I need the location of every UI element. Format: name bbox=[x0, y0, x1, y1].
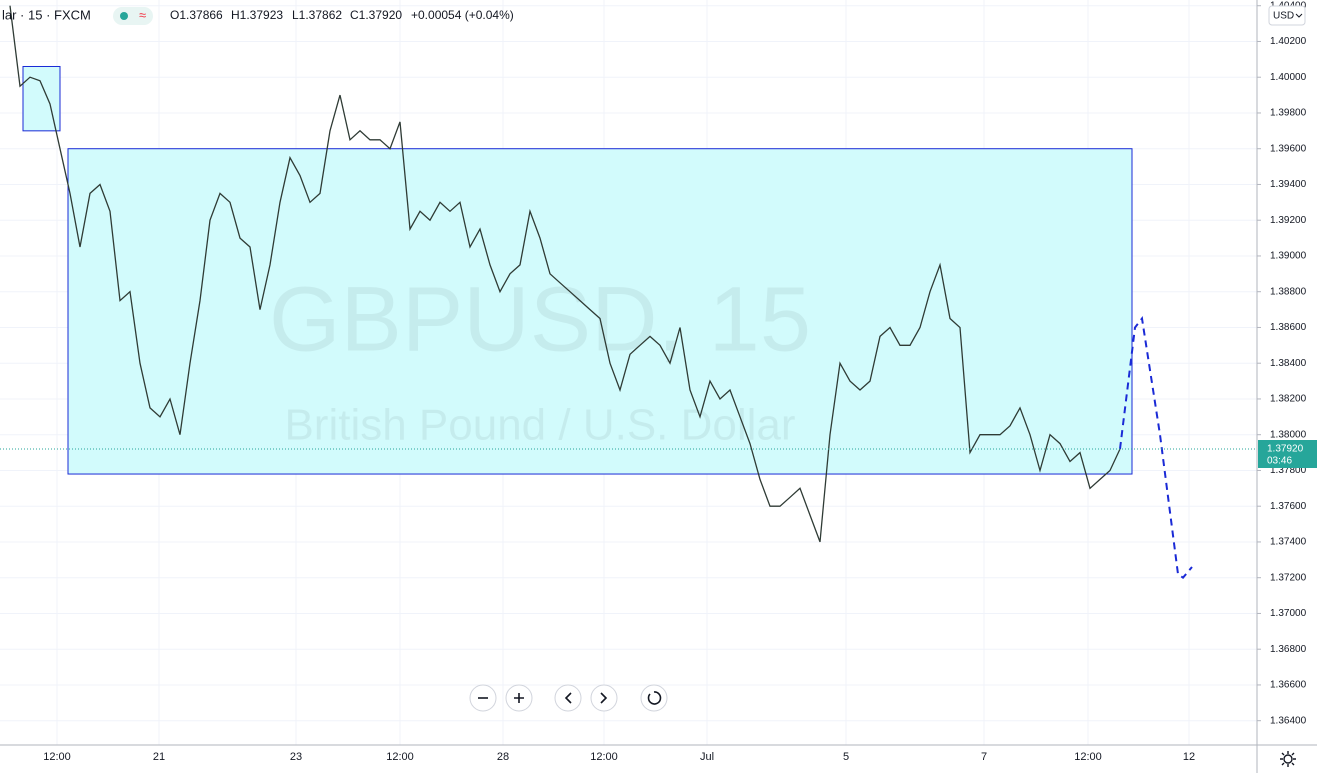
header: lar · 15 · FXCM ≈ O1.37866 H1.37923 L1.3… bbox=[2, 7, 514, 25]
y-tick-label: 1.39800 bbox=[1270, 108, 1307, 119]
y-tick-label: 1.37800 bbox=[1270, 465, 1307, 476]
y-tick-label: 1.40000 bbox=[1270, 72, 1307, 83]
status-dot bbox=[120, 12, 128, 20]
close: C1.37920 bbox=[350, 8, 402, 22]
left-icon bbox=[564, 692, 572, 704]
last-price-badge bbox=[1258, 440, 1317, 469]
y-tick-label: 1.38200 bbox=[1270, 394, 1307, 405]
x-tick-label: 12 bbox=[1183, 751, 1195, 763]
y-tick-label: 1.37600 bbox=[1270, 501, 1307, 512]
plus-icon bbox=[514, 693, 524, 703]
low: L1.37862 bbox=[292, 8, 342, 22]
reset-icon bbox=[647, 691, 662, 705]
currency: USD bbox=[1273, 11, 1294, 22]
x-tick-label: 28 bbox=[497, 751, 509, 763]
countdown: 03:46 bbox=[1267, 456, 1292, 467]
x-tick-label: 23 bbox=[290, 751, 302, 763]
zone bbox=[67, 148, 1133, 475]
symbol: lar · 15 · FXCM bbox=[2, 7, 91, 22]
currency-box[interactable] bbox=[1268, 5, 1306, 26]
change: +0.00054 (+0.04%) bbox=[411, 8, 514, 22]
currency-select[interactable]: USD bbox=[1268, 5, 1306, 26]
y-tick-label: 1.36600 bbox=[1270, 680, 1307, 691]
y-tick-label: 1.40200 bbox=[1270, 36, 1307, 47]
gear-icon bbox=[1283, 754, 1293, 764]
watermark-title: GBPUSD, 15 bbox=[269, 268, 811, 370]
price-axis: 1.404001.402001.400001.398001.396001.394… bbox=[1257, 0, 1317, 726]
zones bbox=[22, 65, 1133, 475]
x-tick-label: 5 bbox=[843, 751, 849, 763]
caret bbox=[1295, 13, 1303, 18]
status-pill[interactable] bbox=[113, 7, 153, 25]
scroll-left[interactable] bbox=[554, 684, 582, 712]
y-tick-label: 1.38000 bbox=[1270, 429, 1307, 440]
x-tick-label: 21 bbox=[153, 751, 165, 763]
y-tick-label: 1.36800 bbox=[1270, 644, 1307, 655]
toolbar bbox=[469, 684, 668, 712]
gear-teeth bbox=[1280, 751, 1296, 767]
y-tick-label: 1.39600 bbox=[1270, 143, 1307, 154]
y-tick-label: 1.36400 bbox=[1270, 715, 1307, 726]
y-tick-label: 1.37200 bbox=[1270, 572, 1307, 583]
right-icon bbox=[600, 692, 608, 704]
x-tick-label: 12:00 bbox=[386, 751, 414, 763]
open: O1.37866 bbox=[170, 8, 223, 22]
reset[interactable] bbox=[640, 684, 668, 712]
watermark-subtitle: British Pound / U.S. Dollar bbox=[284, 401, 795, 450]
time-axis: 12:00 21 23 12:00 28 12:00 Jul 5 7 12:00 12 bbox=[43, 751, 1195, 763]
y-tick-label: 1.39200 bbox=[1270, 215, 1307, 226]
projection-line bbox=[1119, 316, 1193, 580]
y-tick-label: 1.39400 bbox=[1270, 179, 1307, 190]
x-tick-label: 7 bbox=[981, 751, 987, 763]
x-tick-label: 12:00 bbox=[1074, 751, 1102, 763]
x-tick-label: Jul bbox=[700, 751, 714, 763]
y-tick-label: 1.38400 bbox=[1270, 358, 1307, 369]
y-tick-label: 1.38600 bbox=[1270, 322, 1307, 333]
y-tick-label: 1.39000 bbox=[1270, 251, 1307, 262]
scroll-right[interactable] bbox=[590, 684, 618, 712]
last-price-label: 1.37920 bbox=[1267, 444, 1304, 455]
y-tick-label: 1.37400 bbox=[1270, 537, 1307, 548]
settings[interactable] bbox=[1280, 751, 1296, 767]
y-tick-label: 1.37000 bbox=[1270, 608, 1307, 619]
y-tick-label: 1.38800 bbox=[1270, 286, 1307, 297]
plot bbox=[0, 5, 1257, 580]
status-icon: ≈ bbox=[139, 7, 146, 22]
price-line bbox=[9, 5, 1121, 543]
high: H1.37923 bbox=[231, 8, 283, 22]
x-tick-label: 12:00 bbox=[590, 751, 618, 763]
x-tick-label: 12:00 bbox=[43, 751, 71, 763]
